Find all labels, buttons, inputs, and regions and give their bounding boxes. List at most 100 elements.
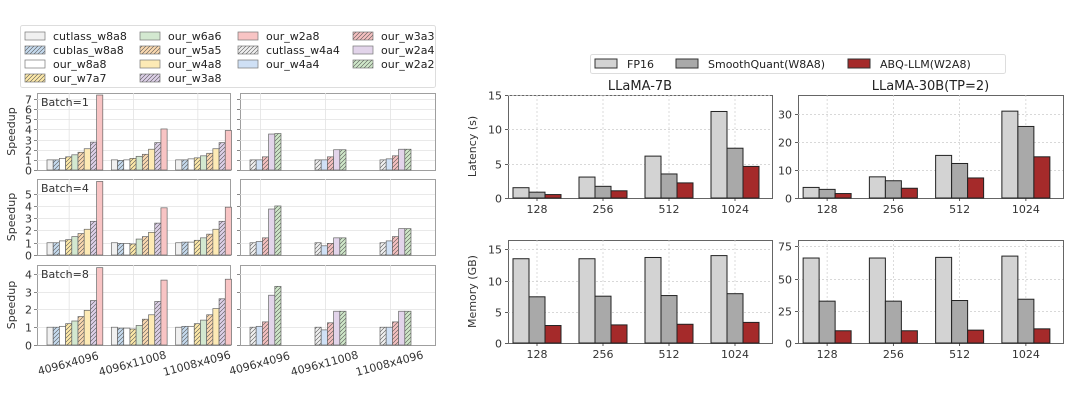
legend-swatch-hatch: [25, 46, 45, 54]
bar-smoothquant-w8a8-: [884, 300, 902, 344]
x-tick-label: 1024: [1012, 203, 1040, 216]
y-tick-label: 15: [488, 244, 502, 257]
bar-hatch: [404, 228, 411, 255]
bar-smoothquant-w8a8-: [528, 296, 546, 344]
bar-hatch: [380, 242, 387, 255]
bar-smoothquant-w8a8-: [726, 293, 744, 344]
bar-hatch: [315, 159, 322, 170]
bar-fp16: [868, 176, 886, 199]
panel-title: LLaMA-7B: [608, 79, 672, 94]
bar-our_w6a6: [200, 237, 208, 256]
bar-cutlass_w8a8: [110, 242, 118, 256]
bar-our_w2a4: [268, 133, 276, 171]
speedup-panel: 0 1 2 3 4 Batch=8 Speedup 4096x40964096x1100811…: [5, 265, 232, 379]
bar-abq-llm-w2a8-: [544, 325, 562, 344]
bar-our_w2a8: [224, 206, 232, 256]
legend-item: ABQ-LLM(W2A8): [847, 58, 971, 71]
bar-hatch: [90, 142, 97, 170]
bar-hatch: [339, 149, 346, 170]
x-tick-label: 11008x4096: [354, 348, 424, 379]
y-tick-label: 20: [778, 137, 792, 150]
bar-our_w8a8: [59, 240, 66, 256]
bar-our_w4a8: [148, 314, 156, 346]
bar-cutlass_w8a8: [110, 159, 118, 171]
legend-item: SmoothQuant(W8A8): [675, 58, 825, 71]
panel-title: LLaMA-30B(TP=2): [872, 79, 990, 94]
y-tick-label: 25: [778, 306, 792, 319]
bar-fp16: [802, 257, 820, 344]
legend-item: our_w4a8: [139, 58, 221, 71]
bar-fp16: [644, 256, 662, 344]
bar-hatch: [65, 239, 72, 255]
legend-item: our_w2a2: [352, 58, 434, 71]
speedup-panel: [237, 179, 436, 256]
x-tick-label: 128: [527, 203, 548, 216]
bar-our_w4a8: [83, 148, 91, 171]
bar-hatch: [142, 236, 149, 255]
bar-hatch: [90, 221, 97, 255]
bar-our_w4a4: [320, 245, 328, 256]
legend-item: our_w2a8: [237, 30, 319, 43]
x-tick-label: 256: [883, 203, 904, 216]
x-tick-label: 512: [949, 348, 970, 361]
y-tick-label: 5: [25, 114, 32, 127]
y-tick-label: 4: [25, 201, 32, 214]
legend-item: our_w3a3: [352, 30, 434, 43]
bar-hatch: [392, 155, 399, 170]
legend-item: our_w4a4: [237, 58, 319, 71]
bar-our_w4a8: [148, 148, 156, 171]
legend-label: our_w2a8: [266, 30, 319, 43]
bar-our_w2a4: [268, 294, 276, 346]
legend-swatch-hatch: [140, 74, 160, 82]
bar-hatch: [219, 298, 226, 345]
bar-smoothquant-w8a8-: [951, 300, 969, 344]
legend-swatch: [139, 59, 161, 69]
bar-our_w4a8: [212, 228, 220, 256]
bar-our_w6a6: [135, 155, 143, 171]
bar-smoothquant-w8a8-: [884, 180, 902, 199]
bar-hatch: [129, 243, 137, 255]
bar-hatch: [142, 319, 149, 345]
bar-abq-llm-w2a8-: [900, 330, 918, 344]
bar-our_w8a8: [123, 327, 131, 346]
bar-hatch: [250, 159, 257, 170]
y-tick-label: 6: [25, 104, 32, 117]
y-tick-label: 10: [488, 124, 502, 137]
legend-label: our_w4a4: [266, 58, 319, 71]
y-tick-label: 4: [25, 124, 32, 137]
bar-our_w6a6: [135, 325, 143, 346]
bar-hatch: [90, 300, 97, 345]
y-tick-label: 10: [778, 165, 792, 178]
bar-our_w4a4: [255, 241, 263, 256]
bar-our_w2a8: [96, 267, 104, 346]
bar-our_w2a4: [398, 148, 406, 171]
bar-smoothquant-w8a8-: [594, 295, 612, 344]
e2e-panel: 0 5 10 15 128 256 512 1024 Memory (GB): [466, 240, 773, 361]
bar-abq-llm-w2a8-: [967, 329, 985, 344]
bar-hatch: [315, 327, 322, 345]
bar-hatch: [392, 321, 399, 345]
x-tick-label: 4096x4096: [36, 349, 100, 378]
bar-our_w2a4: [333, 149, 341, 171]
bar-abq-llm-w2a8-: [1033, 156, 1051, 199]
y-tick-label: 5: [25, 189, 32, 202]
bar-cutlass_w8a8: [46, 326, 54, 346]
bar-cutlass_w8a8: [110, 326, 118, 346]
bar-our_w2a4: [333, 237, 341, 256]
bar-hatch: [327, 243, 334, 255]
legend-label: cutlass_w4a4: [266, 44, 340, 57]
legend-label: cublas_w8a8: [53, 44, 124, 57]
bar-our_w2a4: [398, 228, 406, 256]
bar-hatch: [194, 157, 201, 170]
bar-our_w2a8: [160, 207, 168, 256]
bar-abq-llm-w2a8-: [742, 165, 760, 199]
legend-swatch: [594, 58, 618, 69]
y-tick-label: 7: [25, 94, 32, 107]
bar-fp16: [710, 110, 728, 199]
bar-hatch: [206, 314, 213, 345]
bar-hatch: [78, 152, 85, 170]
legend-label: our_w5a5: [168, 44, 221, 57]
y-tick-label: 1: [25, 238, 32, 251]
bar-hatch: [380, 159, 387, 170]
